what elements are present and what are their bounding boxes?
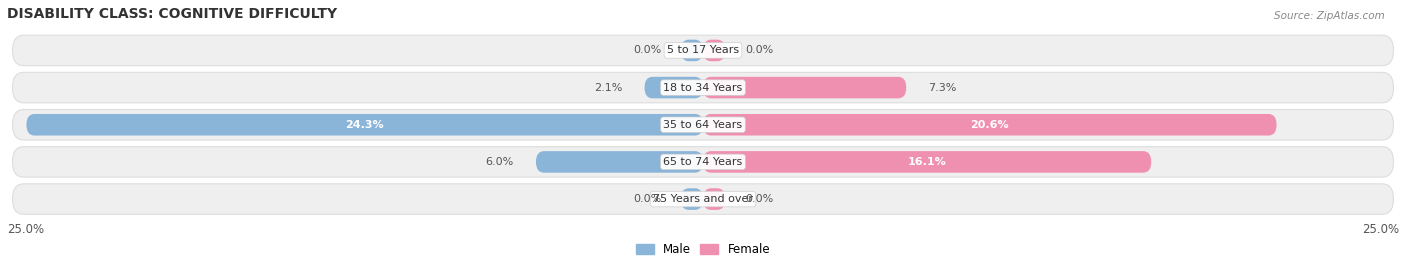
Legend: Male, Female: Male, Female — [631, 238, 775, 261]
FancyBboxPatch shape — [13, 147, 1393, 177]
Text: 65 to 74 Years: 65 to 74 Years — [664, 157, 742, 167]
Text: DISABILITY CLASS: COGNITIVE DIFFICULTY: DISABILITY CLASS: COGNITIVE DIFFICULTY — [7, 7, 337, 21]
FancyBboxPatch shape — [13, 35, 1393, 66]
FancyBboxPatch shape — [703, 77, 907, 98]
Text: 6.0%: 6.0% — [485, 157, 513, 167]
FancyBboxPatch shape — [536, 151, 703, 173]
FancyBboxPatch shape — [681, 40, 703, 61]
Text: 25.0%: 25.0% — [1362, 223, 1399, 236]
FancyBboxPatch shape — [703, 114, 1277, 136]
FancyBboxPatch shape — [27, 114, 703, 136]
Text: 75 Years and over: 75 Years and over — [652, 194, 754, 204]
Text: 0.0%: 0.0% — [745, 45, 773, 55]
Text: 25.0%: 25.0% — [7, 223, 44, 236]
Text: Source: ZipAtlas.com: Source: ZipAtlas.com — [1274, 11, 1385, 21]
Text: 18 to 34 Years: 18 to 34 Years — [664, 83, 742, 93]
FancyBboxPatch shape — [13, 184, 1393, 214]
Text: 0.0%: 0.0% — [745, 194, 773, 204]
FancyBboxPatch shape — [703, 151, 1152, 173]
Text: 5 to 17 Years: 5 to 17 Years — [666, 45, 740, 55]
FancyBboxPatch shape — [13, 72, 1393, 103]
Text: 35 to 64 Years: 35 to 64 Years — [664, 120, 742, 130]
FancyBboxPatch shape — [703, 188, 725, 210]
Text: 7.3%: 7.3% — [928, 83, 957, 93]
Text: 2.1%: 2.1% — [593, 83, 623, 93]
FancyBboxPatch shape — [703, 40, 725, 61]
Text: 0.0%: 0.0% — [633, 45, 661, 55]
FancyBboxPatch shape — [644, 77, 703, 98]
Text: 16.1%: 16.1% — [908, 157, 946, 167]
FancyBboxPatch shape — [13, 110, 1393, 140]
FancyBboxPatch shape — [681, 188, 703, 210]
Text: 0.0%: 0.0% — [633, 194, 661, 204]
Text: 20.6%: 20.6% — [970, 120, 1010, 130]
Text: 24.3%: 24.3% — [346, 120, 384, 130]
